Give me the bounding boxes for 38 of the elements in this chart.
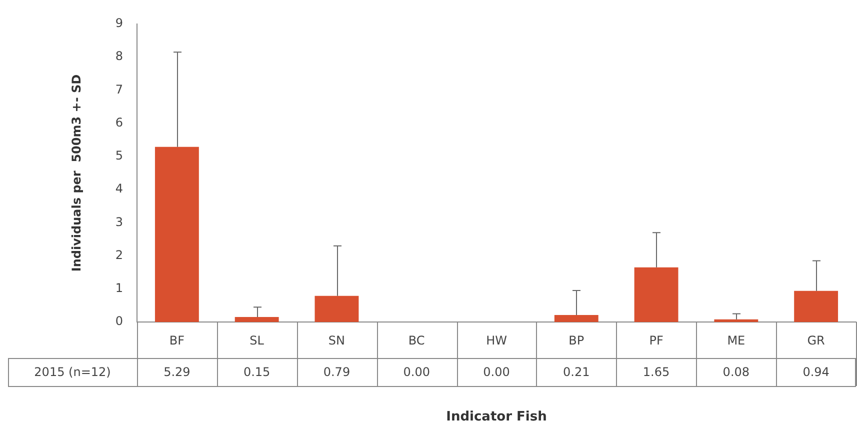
data-label: 0.15: [243, 365, 270, 380]
y-tick-label: 8: [115, 49, 123, 64]
y-tick-label: 4: [115, 182, 123, 196]
data-label: 0.79: [323, 365, 350, 380]
bar: [714, 319, 758, 322]
y-axis-title: Individuals per 500m3 +- SD: [69, 74, 84, 272]
y-tick-label: 0: [115, 314, 123, 328]
bar: [794, 290, 838, 322]
y-tick-label: 1: [115, 281, 123, 296]
x-tick-label: SN: [328, 333, 346, 348]
data-label: 0.00: [483, 365, 510, 380]
x-tick-label: PF: [649, 333, 664, 348]
data-label: 5.29: [164, 365, 190, 380]
data-label: 0.94: [802, 365, 830, 380]
y-tick-label: 9: [115, 16, 123, 30]
y-tick-label: 6: [115, 115, 123, 130]
x-axis-title: Indicator Fish: [446, 410, 547, 425]
bar: [554, 315, 598, 322]
data-label: 0.08: [722, 365, 750, 380]
bar: [154, 146, 199, 322]
data-label: 0.00: [403, 365, 430, 380]
x-tick-label: BP: [568, 333, 584, 348]
y-tick-label: 7: [115, 82, 123, 96]
bar: [234, 317, 279, 322]
bar: [314, 296, 359, 322]
x-tick-label: BF: [169, 333, 185, 348]
x-tick-label: GR: [807, 333, 825, 348]
y-tick-label: 5: [115, 148, 123, 163]
x-tick-label: HW: [486, 333, 508, 348]
bar: [634, 267, 678, 322]
text: 2015 (n=12): [34, 365, 111, 380]
data-label: 1.65: [642, 365, 670, 380]
y-tick-label: 2: [115, 248, 123, 262]
x-tick-label: BC: [408, 333, 425, 348]
x-tick-label: SL: [250, 333, 264, 348]
data-label: 0.21: [563, 365, 590, 380]
x-tick-label: ME: [727, 333, 746, 348]
y-tick-label: 3: [115, 214, 123, 229]
